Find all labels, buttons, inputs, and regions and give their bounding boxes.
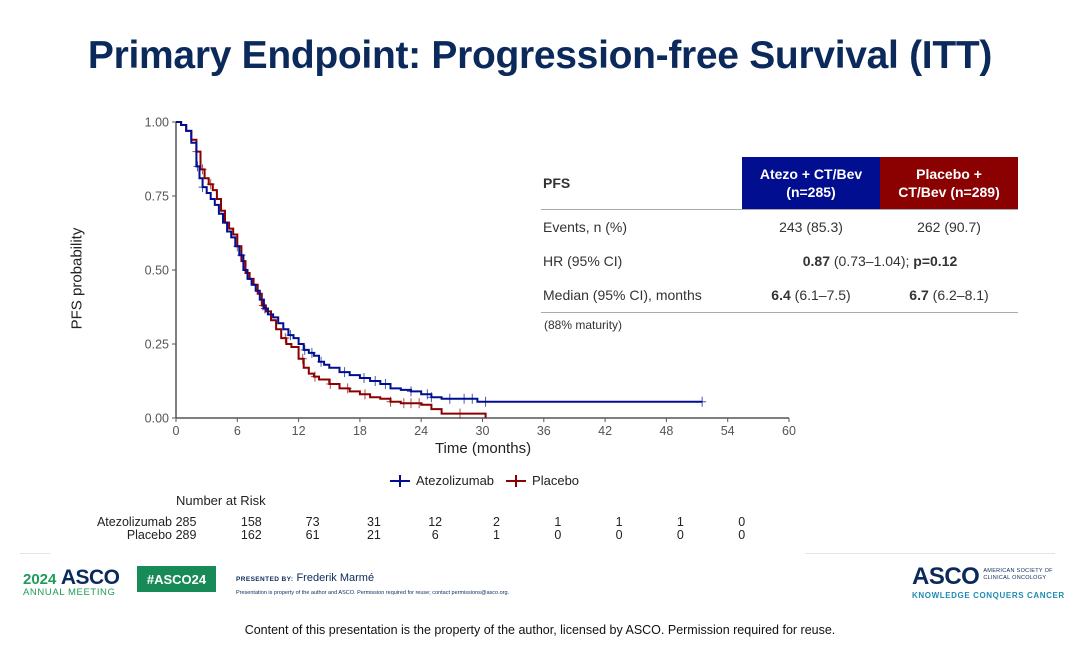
risk-value: 6 (431, 528, 439, 542)
table-header-placebo: Placebo + CT/Bev (n=289) (880, 157, 1018, 210)
y-axis-label: PFS probability (68, 227, 86, 330)
asco-annual-meeting-logo: 2024 ASCO ANNUAL MEETING (23, 566, 120, 598)
x-tick-label: 48 (659, 424, 673, 438)
y-tick-label: 1.00 (145, 116, 169, 130)
risk-row-label: Atezolizumab (96, 515, 172, 529)
risk-value: 61 (305, 528, 320, 542)
risk-value: 158 (240, 515, 262, 529)
society-name: AMERICAN SOCIETY OF CLINICAL ONCOLOGY (983, 568, 1052, 582)
asco-society-logo: ASCO AMERICAN SOCIETY OF CLINICAL ONCOLOGY… (912, 563, 1065, 600)
legend-placebo-label: Placebo (532, 473, 580, 488)
hr-value: 0.87 (0.73–1.04); p=0.12 (742, 244, 1018, 278)
maturity-footnote: (88% maturity) (544, 318, 623, 332)
table-header-atezo-line2: (n=285) (786, 184, 836, 200)
logo-asco: ASCO (60, 566, 120, 589)
risk-value: 0 (738, 515, 746, 529)
x-tick-label: 36 (537, 424, 551, 438)
x-tick-label: 0 (173, 424, 180, 438)
median-atezo: 6.4 (6.1–7.5) (742, 278, 880, 313)
risk-value: 1 (554, 515, 562, 529)
presenter-block: PRESENTED BY: Frederik Marmé Presentation… (236, 568, 509, 596)
risk-value: 1 (493, 528, 500, 542)
x-tick-label: 54 (721, 424, 735, 438)
risk-value: 12 (428, 515, 443, 529)
row-label: Events, n (%) (543, 219, 628, 235)
y-tick-label: 0.50 (145, 264, 169, 278)
risk-value: 0 (554, 528, 562, 542)
risk-value: 162 (240, 528, 262, 542)
legend-placebo-swatch-icon (506, 474, 527, 488)
median-placebo-ci: (6.2–8.1) (928, 287, 989, 303)
presented-by-label: PRESENTED BY: (236, 576, 294, 583)
risk-value: 0 (738, 528, 746, 542)
x-tick-label: 18 (353, 424, 367, 438)
y-tick-label: 0.25 (145, 338, 169, 352)
table-header-placebo-line1: Placebo + (916, 166, 982, 182)
property-note: Presentation is property of the author a… (236, 590, 510, 596)
km-chart: 0.00 0.25 0.50 0.75 1.00 0 6 12 18 24 30 36 42 48 54 60… (145, 116, 796, 458)
row-label: Median (95% CI), months (541, 278, 742, 313)
hr-ci: (0.73–1.04); (829, 253, 914, 269)
table-header-atezo: Atezo + CT/Bev (n=285) (742, 157, 880, 210)
table-row-median: Median (95% CI), months 6.4 (6.1–7.5) 6.… (541, 278, 1018, 313)
society-line1: AMERICAN SOCIETY OF (983, 568, 1053, 574)
placebo-curve (176, 121, 487, 418)
slide-title: Primary Endpoint: Progression-free Survi… (87, 34, 993, 77)
y-tick-label: 0.00 (145, 412, 169, 426)
risk-value: 31 (366, 515, 381, 529)
pfs-summary-table: PFS Atezo + CT/Bev (n=285) Placebo + CT/… (541, 157, 1018, 313)
median-atezo-ci: (6.1–7.5) (790, 287, 851, 303)
table-row-events: Events, n (%) 243 (85.3) 262 (90.7) (541, 210, 1018, 245)
row-label: HR (95% CI) (543, 253, 623, 269)
risk-value: 2 (493, 515, 500, 529)
p-value: p=0.12 (913, 253, 958, 269)
median-placebo-value: 6.7 (909, 287, 929, 303)
events-placebo: 262 (90.7) (917, 219, 981, 235)
hr-estimate: 0.87 (802, 253, 830, 269)
median-placebo: 6.7 (6.2–8.1) (880, 278, 1018, 313)
risk-row-label: Placebo (126, 528, 172, 542)
bottom-copyright-note: Content of this presentation is the prop… (244, 623, 836, 637)
risk-value: 1 (676, 515, 684, 529)
x-tick-label: 6 (234, 424, 241, 438)
x-tick-label: 60 (782, 424, 796, 438)
chart-curves (176, 121, 707, 419)
risk-table-title: Number at Risk (176, 493, 266, 508)
risk-value: 0 (615, 528, 623, 542)
legend-atezo-swatch-icon (390, 474, 410, 488)
x-tick-label: 30 (476, 424, 490, 438)
footer-divider-right (805, 553, 1055, 554)
chart-legend: Atezolizumab Placebo (390, 473, 579, 488)
society-line2: CLINICAL ONCOLOGY (983, 575, 1047, 581)
table-header-placebo-line2: CT/Bev (n=289) (898, 184, 1000, 200)
presenter-name: Frederik Marmé (296, 572, 375, 584)
atezolizumab-curve (176, 121, 703, 403)
x-tick-label: 24 (414, 424, 428, 438)
events-atezo: 243 (85.3) (779, 219, 843, 235)
chart-axes: 0.00 0.25 0.50 0.75 1.00 0 6 12 18 24 30 36 42 48 54 60 (145, 116, 796, 439)
table-header-pfs: PFS (541, 157, 742, 210)
hashtag-badge: #ASCO24 (137, 566, 216, 592)
risk-value: 289 (175, 528, 197, 542)
risk-value: 285 (175, 515, 197, 529)
logo-year: 2024 (23, 571, 57, 588)
x-tick-label: 42 (598, 424, 612, 438)
society-tagline: KNOWLEDGE CONQUERS CANCER (912, 591, 1065, 600)
y-tick-label: 0.75 (145, 190, 169, 204)
legend-atezo-label: Atezolizumab (416, 473, 495, 488)
x-axis-label: Time (months) (435, 440, 531, 457)
risk-value: 0 (676, 528, 684, 542)
x-tick-label: 12 (292, 424, 306, 438)
risk-value: 73 (305, 515, 320, 529)
risk-value: 21 (366, 528, 381, 542)
footer-divider-left (20, 553, 50, 554)
logo-annual-meeting: ANNUAL MEETING (23, 587, 116, 598)
table-row-hr: HR (95% CI) 0.87 (0.73–1.04); p=0.12 (541, 244, 1018, 278)
risk-value: 1 (615, 515, 623, 529)
society-logo-asco: ASCO (912, 563, 980, 590)
median-atezo-value: 6.4 (771, 287, 791, 303)
table-header-atezo-line1: Atezo + CT/Bev (759, 166, 863, 182)
